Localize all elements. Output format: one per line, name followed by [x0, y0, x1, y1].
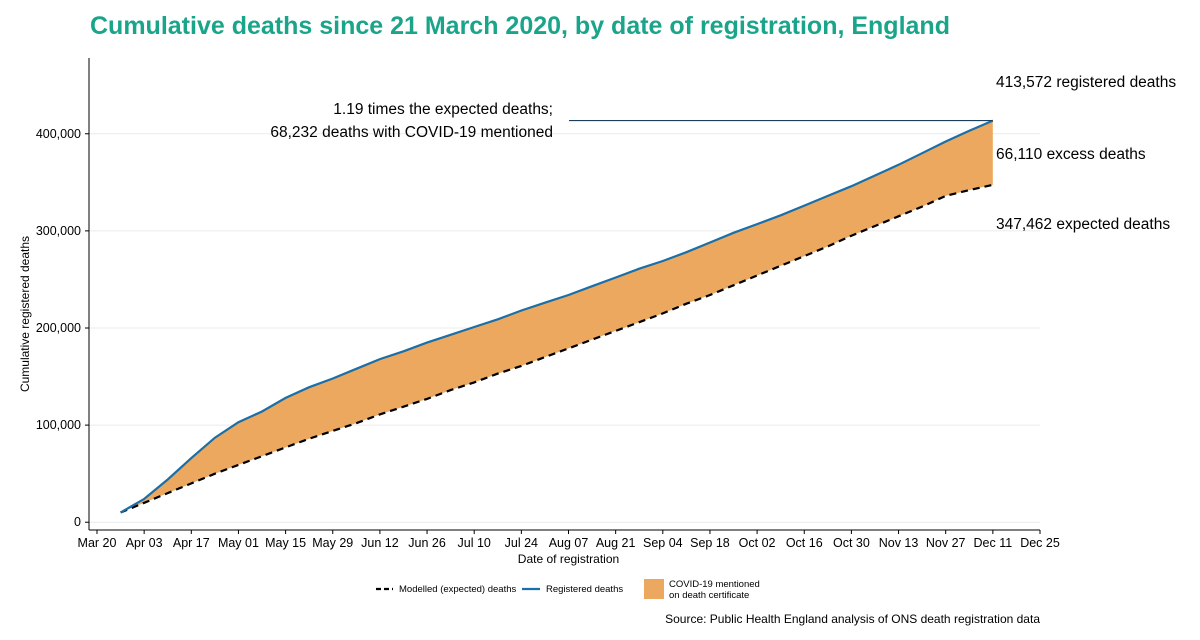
x-tick-label: Apr 03: [126, 536, 163, 550]
x-tick-label: May 01: [218, 536, 259, 550]
series-lines: [120, 119, 994, 514]
covid-mentioned-area: [120, 120, 993, 513]
legend-label-covid-1: COVID-19 mentioned: [669, 579, 760, 590]
source-note: Source: Public Health England analysis o…: [665, 612, 1040, 626]
x-tick-label: Apr 17: [173, 536, 210, 550]
x-tick-label: Aug 07: [549, 536, 589, 550]
x-tick-label: Dec 11: [974, 536, 1013, 550]
x-tick-label: Oct 30: [833, 536, 870, 550]
ratio-label-line1: 1.19 times the expected deaths;: [333, 101, 553, 118]
annotations: 413,572 registered deaths 66,110 excess d…: [270, 74, 1176, 233]
x-tick-label: Jun 26: [408, 536, 446, 550]
x-tick-label: Sep 18: [690, 536, 730, 550]
x-tick-label: Jul 24: [505, 536, 538, 550]
y-tick-label: 0: [74, 515, 81, 529]
legend-label-expected: Modelled (expected) deaths: [399, 584, 516, 595]
registered-total-label: 413,572 registered deaths: [996, 74, 1176, 91]
x-tick-label: May 15: [265, 536, 306, 550]
x-tick-label: May 29: [312, 536, 353, 550]
registered-deaths-line: [120, 119, 994, 514]
x-tick-label: Nov 27: [926, 536, 966, 550]
x-tick-label: Dec 25: [1020, 536, 1060, 550]
y-tick-label: 400,000: [36, 127, 81, 141]
x-tick-label: Jul 10: [458, 536, 491, 550]
excess-total-label: 66,110 excess deaths: [996, 146, 1146, 163]
x-tick-label: Oct 02: [739, 536, 776, 550]
ratio-label-line2: 68,232 deaths with COVID-19 mentioned: [270, 124, 553, 141]
chart-title: Cumulative deaths since 21 March 2020, b…: [90, 12, 950, 40]
x-tick-label: Mar 20: [78, 536, 117, 550]
legend-label-covid-2: on death certificate: [669, 590, 749, 601]
axes: 0 100,000 200,000 300,000 400,000 Mar 20 Apr 0…: [18, 58, 1060, 566]
legend-key-covid: [644, 579, 664, 599]
legend-label-registered: Registered deaths: [546, 584, 623, 595]
y-axis-title: Cumulative registered deaths: [18, 236, 32, 392]
covid-area-layer: [120, 120, 993, 513]
y-tick-label: 100,000: [36, 418, 81, 432]
expected-deaths-line: [120, 183, 994, 514]
x-tick-label: Aug 21: [596, 536, 636, 550]
y-tick-label: 200,000: [36, 321, 81, 335]
x-tick-label: Oct 16: [786, 536, 823, 550]
x-tick-label: Jun 12: [361, 536, 399, 550]
x-tick-label: Nov 13: [879, 536, 919, 550]
y-tick-label: 300,000: [36, 224, 81, 238]
x-axis-title: Date of registration: [518, 552, 619, 566]
expected-total-label: 347,462 expected deaths: [996, 216, 1170, 233]
x-tick-label: Sep 04: [643, 536, 683, 550]
legend: Modelled (expected) deaths Registered dea…: [376, 579, 1040, 626]
